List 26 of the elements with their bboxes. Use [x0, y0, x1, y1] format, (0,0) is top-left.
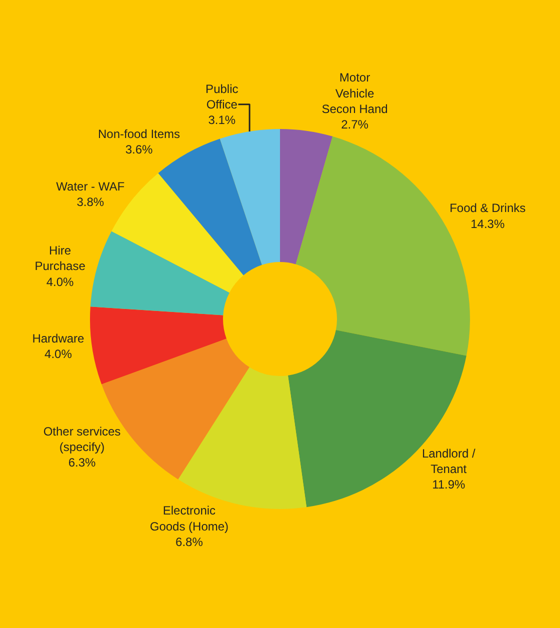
slice-label: Other services (specify)	[43, 424, 121, 454]
slice-label: Non-food Items	[98, 126, 180, 141]
slice-label: Public Office	[206, 82, 238, 112]
donut-slice	[90, 306, 226, 384]
data-label: 11.9%	[432, 477, 466, 492]
slice-label: Water - WAF	[56, 179, 125, 194]
donut-slice	[90, 231, 230, 316]
slice-label: Motor Vehicle Secon Hand	[322, 70, 388, 116]
donut-slice	[280, 129, 333, 264]
donut-slice	[288, 330, 466, 508]
slice-label: Hardware	[32, 332, 85, 346]
data-label: 4.0%	[46, 274, 74, 289]
data-label: 6.8%	[176, 534, 204, 549]
data-label: 3.8%	[76, 194, 104, 209]
donut-slice	[220, 129, 280, 265]
slice-label: Hire Purchase	[34, 244, 86, 274]
data-label: 3.1%	[208, 112, 236, 127]
slice-label: Landlord / Tenant	[422, 446, 476, 476]
data-label: 4.0%	[44, 347, 72, 362]
data-label: 6.3%	[68, 456, 96, 470]
slice-label: Food & Drinks	[450, 201, 526, 216]
donut-slice	[158, 138, 262, 276]
data-label: 3.6%	[125, 142, 154, 157]
data-label: 14.3%	[470, 216, 505, 231]
data-label: 2.7%	[341, 117, 369, 132]
slice-label: Electronic Goods (Home)	[150, 504, 229, 534]
